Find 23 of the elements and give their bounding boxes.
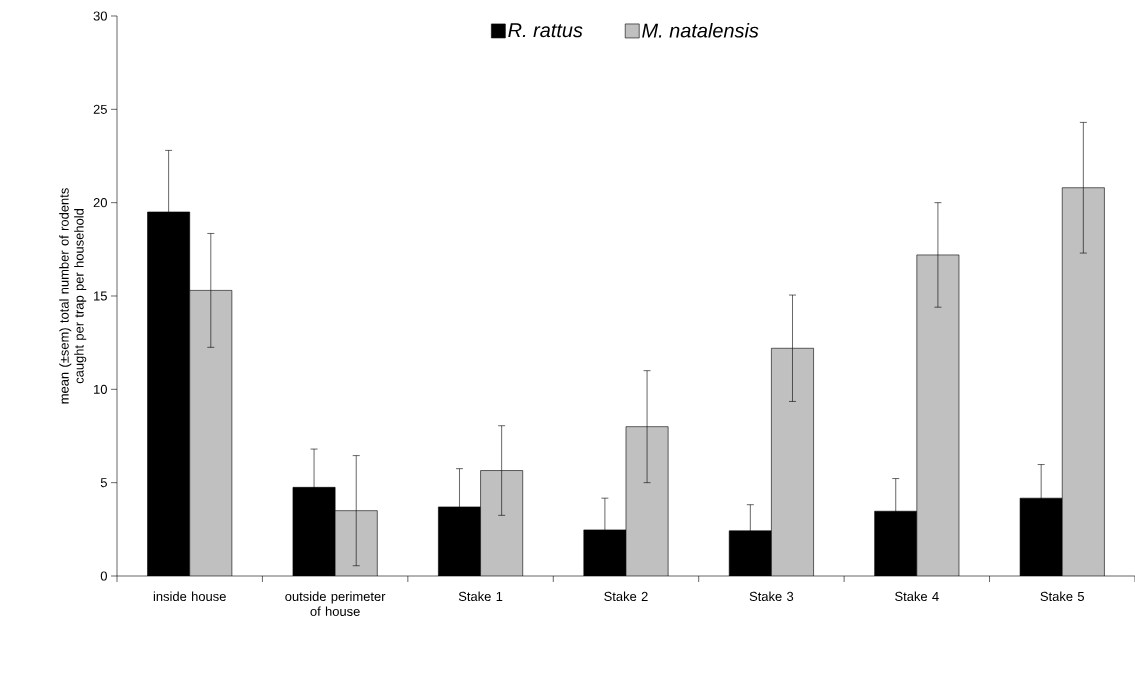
x-tick-label: Stake 3 (749, 591, 794, 602)
y-tick-label: 30 (93, 11, 107, 21)
x-tick-label: Stake 5 (1040, 591, 1085, 602)
legend-label: M. natalensis (642, 22, 759, 38)
bar (771, 348, 814, 576)
y-tick-label: 20 (93, 198, 107, 208)
legend-label: R. rattus (508, 23, 583, 38)
y-tick-label: 10 (94, 384, 107, 394)
x-tick-label: inside house (153, 591, 226, 602)
x-tick-label: Stake 1 (458, 591, 503, 602)
y-tick-label: 15 (94, 291, 107, 301)
y-tick-label: 25 (93, 104, 107, 114)
bar (189, 290, 232, 576)
x-tick-label: Stake 2 (604, 591, 648, 602)
y-tick-label: 5 (100, 478, 107, 488)
x-tick-label: outside perimeter of house (285, 591, 386, 616)
y-tick-label: 0 (100, 571, 107, 581)
bar (916, 254, 959, 576)
y-axis-title: mean (±sem) total number of rodents caught per trap per household (59, 188, 87, 404)
x-tick-label: Stake 4 (895, 591, 939, 602)
bar (1061, 187, 1105, 576)
bar (625, 426, 669, 576)
bar (480, 470, 523, 576)
